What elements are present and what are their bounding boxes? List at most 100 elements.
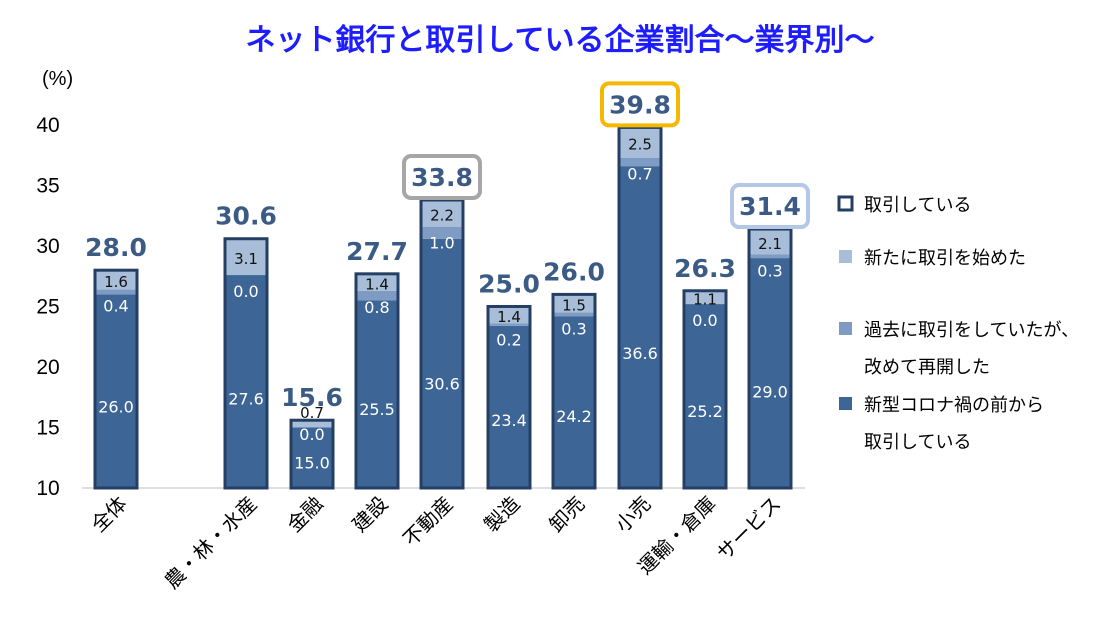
bar-value-new: 0.7	[300, 404, 324, 422]
bar-total-label: 26.3	[674, 254, 736, 283]
bar-segment-existing	[488, 325, 530, 488]
highlight-box	[730, 183, 810, 230]
bar-segment-resumed	[356, 290, 398, 301]
bar-value-existing: 15.0	[294, 454, 330, 473]
bar-outline	[354, 272, 400, 490]
legend-item: 取引している	[837, 195, 971, 216]
bar-value-existing: 25.5	[359, 400, 395, 419]
bar-total-label: 28.0	[85, 233, 147, 262]
bar-segment-new	[684, 290, 726, 305]
bar-stack: 25.2 1.1 0.0 26.3	[674, 254, 736, 490]
bar-total-label: 33.8	[411, 163, 473, 192]
category-label: 農・林・水産	[160, 492, 262, 594]
bar-outline	[223, 237, 269, 490]
bar-value-resumed: 0.2	[496, 330, 521, 349]
bar-segment-new	[488, 306, 530, 324]
bar-value-existing: 27.6	[228, 390, 264, 409]
bar-value-existing: 29.0	[752, 382, 788, 401]
y-tick-label: 10	[36, 477, 59, 500]
bar-value-new: 2.5	[628, 136, 652, 154]
legend-label: 取引している	[864, 195, 971, 216]
bar-value-new: 2.1	[758, 235, 782, 253]
bar-segment-new	[553, 294, 595, 313]
bar-value-new: 1.4	[365, 275, 389, 293]
bar-value-resumed: 0.4	[103, 297, 128, 316]
bar-outline	[551, 292, 597, 490]
bar-segment-new	[95, 270, 137, 290]
category-label: サービス	[712, 492, 786, 566]
bar-total-label: 15.6	[281, 383, 343, 412]
y-tick-label: 25	[36, 296, 59, 319]
bar-segment-existing	[619, 166, 661, 488]
bar-segment-resumed	[421, 226, 463, 239]
highlight-box	[600, 81, 680, 128]
bar-segment-resumed	[95, 289, 137, 295]
bar-total-label: 25.0	[478, 270, 540, 299]
bar-total-label: 39.8	[609, 90, 671, 119]
bar-stack: 26.0 1.6 0.4 28.0	[85, 233, 147, 490]
bar-segment-existing	[95, 294, 137, 488]
bar-value-new: 3.1	[234, 250, 258, 268]
y-tick-label: 20	[36, 356, 59, 379]
bar-segment-new	[421, 200, 463, 227]
bar-value-existing: 36.6	[622, 344, 658, 363]
legend-label: 過去に取引をしていたが、	[864, 320, 1079, 341]
bar-value-resumed: 0.7	[627, 165, 652, 184]
bar-segment-resumed	[488, 323, 530, 326]
y-tick-label: 15	[36, 417, 59, 440]
category-label: 製造	[479, 492, 524, 537]
bar-total-label: 26.0	[543, 257, 605, 286]
bar-stack: 25.5 1.4 0.8 27.7	[346, 237, 408, 490]
bar-value-existing: 24.2	[556, 407, 592, 426]
bar-segment-existing	[421, 238, 463, 488]
legend-label: 新たに取引を始めた	[864, 248, 1026, 269]
bar-segment-resumed	[619, 157, 661, 167]
bar-outline	[289, 418, 335, 490]
bar-value-existing: 23.4	[491, 411, 527, 430]
bar-value-existing: 25.2	[687, 402, 723, 421]
bar-stack: 27.6 3.1 0.0 30.6	[215, 202, 277, 490]
y-tick-label: 35	[36, 175, 59, 198]
bar-segment-existing	[553, 316, 595, 488]
bar-total-label: 27.7	[346, 237, 408, 266]
chart-title: ネット銀行と取引している企業割合～業界別～	[245, 23, 874, 58]
bar-outline	[486, 305, 532, 490]
bar-total-label: 30.6	[215, 202, 277, 231]
bar-value-resumed: 1.0	[429, 234, 454, 253]
category-label: 建設	[347, 492, 392, 537]
bar-segment-new	[291, 420, 333, 428]
bar-segment-existing	[356, 300, 398, 488]
legend-label: 取引している	[864, 432, 971, 453]
bar-value-existing: 30.6	[424, 374, 460, 393]
category-label: 全体	[86, 492, 131, 537]
bar-stack: 15.0 0.7 0.0 15.6	[281, 383, 343, 490]
bar-segment-existing	[684, 304, 726, 488]
bar-segment-existing	[291, 427, 333, 488]
legend-swatch	[839, 397, 852, 410]
legend-item: 新たに取引を始めた	[839, 248, 1026, 269]
bar-value-resumed: 0.8	[364, 298, 389, 317]
category-label: 卸売	[544, 492, 589, 537]
y-tick-label: 30	[36, 235, 59, 258]
bar-value-new: 2.2	[430, 206, 454, 224]
bar-stack: 24.2 1.5 0.3 26.0	[543, 257, 605, 490]
y-tick-label: 40	[36, 114, 59, 137]
bar-value-new: 1.1	[693, 290, 717, 308]
bar-outline	[93, 268, 139, 490]
bar-segment-resumed	[553, 312, 595, 317]
bar-value-resumed: 0.0	[692, 311, 717, 330]
bar-segment-new	[619, 127, 661, 158]
bar-total-label: 31.4	[739, 192, 801, 221]
legend-swatch	[839, 250, 852, 263]
bar-segment-new	[225, 238, 267, 276]
bar-segment-existing	[225, 275, 267, 488]
bar-outline	[682, 289, 728, 490]
bar-segment-existing	[749, 258, 791, 488]
bar-value-resumed: 0.3	[561, 320, 586, 339]
bar-value-resumed: 0.0	[233, 282, 258, 301]
bar-value-existing: 26.0	[98, 398, 134, 417]
bar-stack: 23.4 1.4 0.2 25.0	[478, 270, 540, 490]
bar-segment-new	[749, 229, 791, 255]
